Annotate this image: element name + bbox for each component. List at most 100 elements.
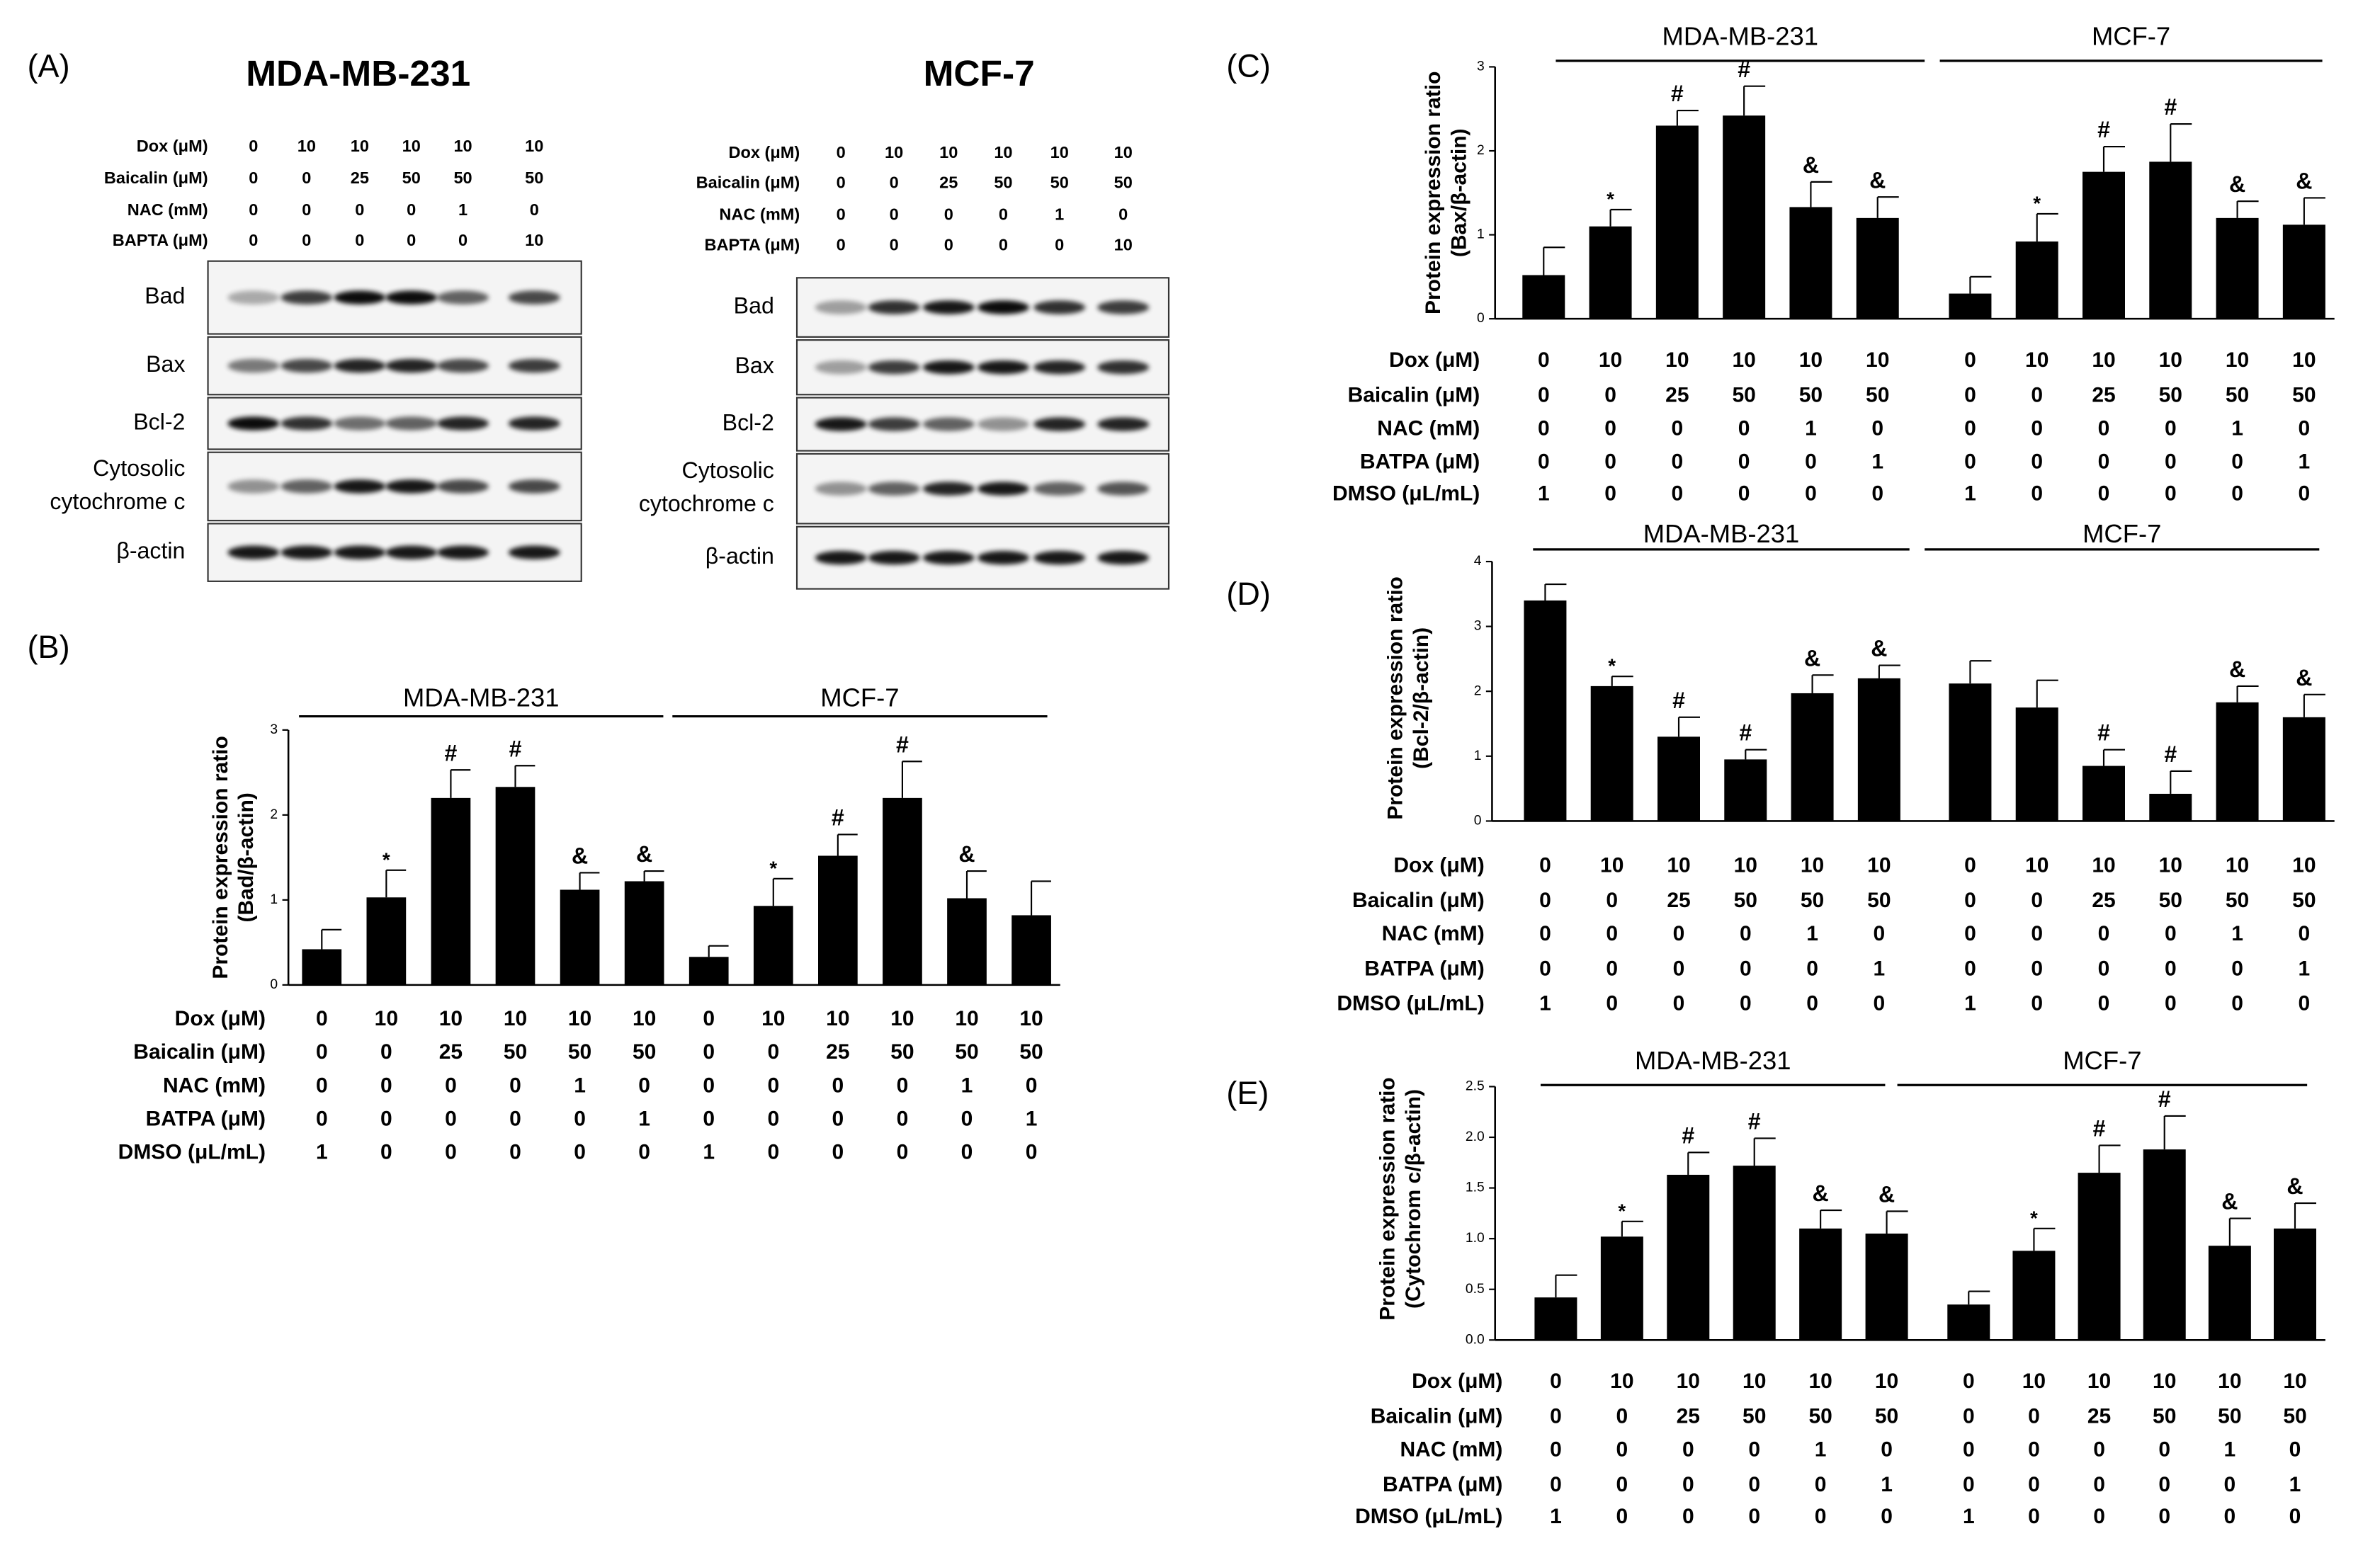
bar	[2082, 171, 2125, 319]
blot-band	[227, 416, 280, 431]
condition-label: NAC (mM)	[163, 1074, 266, 1097]
condition-value: 1	[2299, 450, 2311, 474]
condition-value: 0	[2031, 416, 2043, 440]
condition-value: 10	[2226, 854, 2249, 877]
condition-label: DMSO (μL/mL)	[1355, 1505, 1502, 1528]
condition-value: 0	[530, 200, 539, 219]
y-axis-label: Protein expression ratio	[1376, 1077, 1400, 1320]
condition-value: 25	[2092, 889, 2115, 912]
panel-label: (D)	[1226, 576, 1270, 612]
condition-value: 0	[445, 1141, 457, 1164]
condition-value: 1	[2231, 416, 2243, 440]
condition-value: 0	[2093, 1473, 2105, 1496]
condition-value: 0	[355, 231, 364, 249]
condition-value: 10	[885, 143, 903, 161]
y-axis-label: (Bax/β-actin)	[1447, 128, 1470, 257]
condition-value: 0	[1748, 1438, 1760, 1462]
condition-value: 0	[2098, 957, 2110, 980]
y-tick-label: 0.5	[1466, 1282, 1485, 1297]
y-tick-label: 3	[1474, 619, 1482, 634]
condition-value: 0	[1616, 1404, 1628, 1428]
condition-value: 0	[1604, 450, 1616, 474]
condition-value: 25	[939, 173, 958, 192]
condition-value: 0	[961, 1107, 973, 1130]
condition-value: 0	[445, 1074, 457, 1097]
condition-value: 10	[890, 1007, 914, 1030]
significance-mark: &	[1804, 645, 1820, 671]
blot-band	[334, 358, 386, 373]
condition-value: 50	[2226, 889, 2249, 912]
condition-value: 0	[1672, 450, 1684, 474]
condition-label: Dox (μM)	[1389, 348, 1480, 372]
blot-band	[385, 479, 438, 494]
condition-label: Dox (μM)	[137, 137, 208, 155]
group-label: MDA-MB-231	[403, 683, 559, 712]
bar	[624, 881, 664, 985]
condition-value: 0	[316, 1007, 328, 1030]
group-label: MCF-7	[2082, 519, 2161, 548]
y-axis-label: Protein expression ratio	[209, 736, 232, 979]
panel-label: (E)	[1226, 1075, 1269, 1111]
condition-value: 0	[2299, 992, 2311, 1015]
condition-value: 0	[1964, 922, 1976, 945]
y-tick-label: 0	[270, 977, 278, 992]
blot-band	[815, 482, 867, 496]
condition-value: 0	[832, 1074, 844, 1097]
condition-value: 0	[2031, 922, 2043, 945]
condition-value: 0	[2231, 992, 2243, 1015]
condition-value: 50	[1808, 1404, 1832, 1428]
condition-value: 0	[890, 173, 899, 192]
condition-value: 1	[2289, 1473, 2301, 1496]
condition-value: 10	[1600, 854, 1624, 877]
condition-value: 50	[2292, 383, 2316, 406]
condition-value: 1	[2224, 1438, 2236, 1462]
condition-label: Dox (μM)	[175, 1007, 266, 1030]
condition-value: 1	[1874, 957, 1886, 980]
blot-band	[508, 290, 560, 305]
condition-value: 0	[1963, 1370, 1975, 1393]
condition-label: BAPTA (μM)	[704, 236, 800, 254]
condition-value: 1	[2231, 922, 2243, 945]
bar	[1524, 600, 1567, 821]
condition-label: Dox (μM)	[1412, 1370, 1502, 1393]
condition-value: 50	[1742, 1404, 1766, 1428]
bar	[2143, 1149, 2186, 1341]
condition-value: 0	[1606, 957, 1618, 980]
condition-value: 0	[380, 1141, 392, 1164]
bar	[2208, 1246, 2251, 1341]
blot-band	[1033, 551, 1086, 565]
condition-value: 10	[568, 1007, 591, 1030]
condition-value: 10	[1114, 236, 1133, 254]
blot-band	[922, 360, 975, 375]
significance-mark: #	[444, 740, 457, 766]
bar	[1667, 1174, 1710, 1341]
condition-value: 0	[2031, 889, 2043, 912]
condition-value: 0	[2031, 957, 2043, 980]
condition-value: 50	[2226, 383, 2249, 406]
condition-value: 1	[458, 200, 468, 219]
blot-band	[437, 479, 489, 494]
bar	[1522, 275, 1565, 319]
condition-label: BATPA (μM)	[1360, 450, 1480, 474]
condition-value: 0	[897, 1141, 909, 1164]
condition-value: 10	[298, 137, 316, 155]
blot-band	[334, 545, 386, 559]
condition-value: 0	[1806, 992, 1818, 1015]
condition-value: 25	[2092, 383, 2115, 406]
bar	[2216, 702, 2259, 821]
blot-band	[280, 545, 333, 559]
condition-value: 0	[1805, 450, 1817, 474]
condition-value: 0	[509, 1074, 521, 1097]
condition-value: 0	[1673, 957, 1685, 980]
bar	[1723, 115, 1766, 319]
condition-value: 0	[2158, 1473, 2170, 1496]
condition-value: 0	[380, 1040, 392, 1064]
condition-value: 0	[837, 173, 846, 192]
condition-value: 0	[1740, 922, 1752, 945]
condition-value: 10	[2025, 348, 2048, 372]
blot-band	[385, 416, 438, 431]
condition-value: 25	[351, 169, 369, 187]
band-label: β-actin	[706, 543, 774, 569]
significance-mark: &	[2286, 1173, 2303, 1199]
condition-value: 0	[2093, 1438, 2105, 1462]
